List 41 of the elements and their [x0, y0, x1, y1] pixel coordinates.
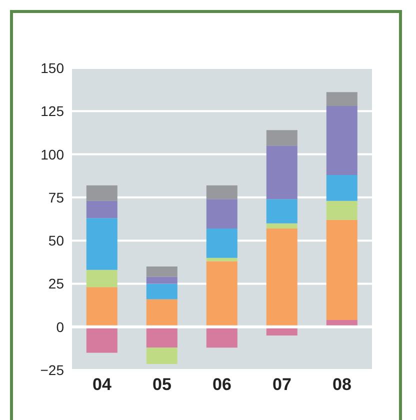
x-tick-label: 05 — [152, 375, 172, 394]
bar — [146, 284, 178, 300]
bar — [266, 223, 298, 228]
bar — [146, 299, 178, 327]
bar — [266, 228, 298, 327]
y-tick-label: 25 — [48, 276, 64, 292]
bar — [86, 326, 118, 353]
bar — [326, 220, 358, 320]
bar — [146, 326, 178, 348]
x-tick-label: 04 — [92, 375, 112, 394]
bar — [206, 185, 238, 200]
bar — [86, 200, 118, 218]
x-tick-label: 07 — [272, 375, 292, 394]
bar — [146, 348, 178, 364]
bar — [86, 270, 118, 288]
bar — [326, 200, 358, 220]
bar — [86, 185, 118, 201]
x-tick-label: 06 — [212, 375, 232, 394]
bar — [206, 199, 238, 228]
bar — [266, 199, 298, 224]
y-tick-label: 150 — [40, 60, 64, 76]
bar — [206, 261, 238, 327]
bar — [206, 326, 238, 348]
bar — [86, 218, 118, 270]
y-tick-label: 50 — [48, 232, 64, 249]
bar — [206, 258, 238, 262]
bar — [326, 106, 358, 175]
bar — [326, 174, 358, 201]
bar — [146, 276, 178, 284]
bar — [266, 130, 298, 146]
bar — [146, 266, 178, 277]
y-tick-label: 75 — [48, 189, 64, 206]
bar — [266, 146, 298, 200]
y-tick-label: 100 — [40, 146, 64, 162]
bar — [206, 228, 238, 258]
y-tick-label: −25 — [40, 362, 64, 378]
bar — [326, 92, 358, 106]
y-tick-label: 0 — [56, 318, 64, 335]
bar — [86, 287, 118, 327]
x-tick-label: 08 — [332, 375, 352, 394]
y-tick-label: 125 — [40, 103, 64, 120]
